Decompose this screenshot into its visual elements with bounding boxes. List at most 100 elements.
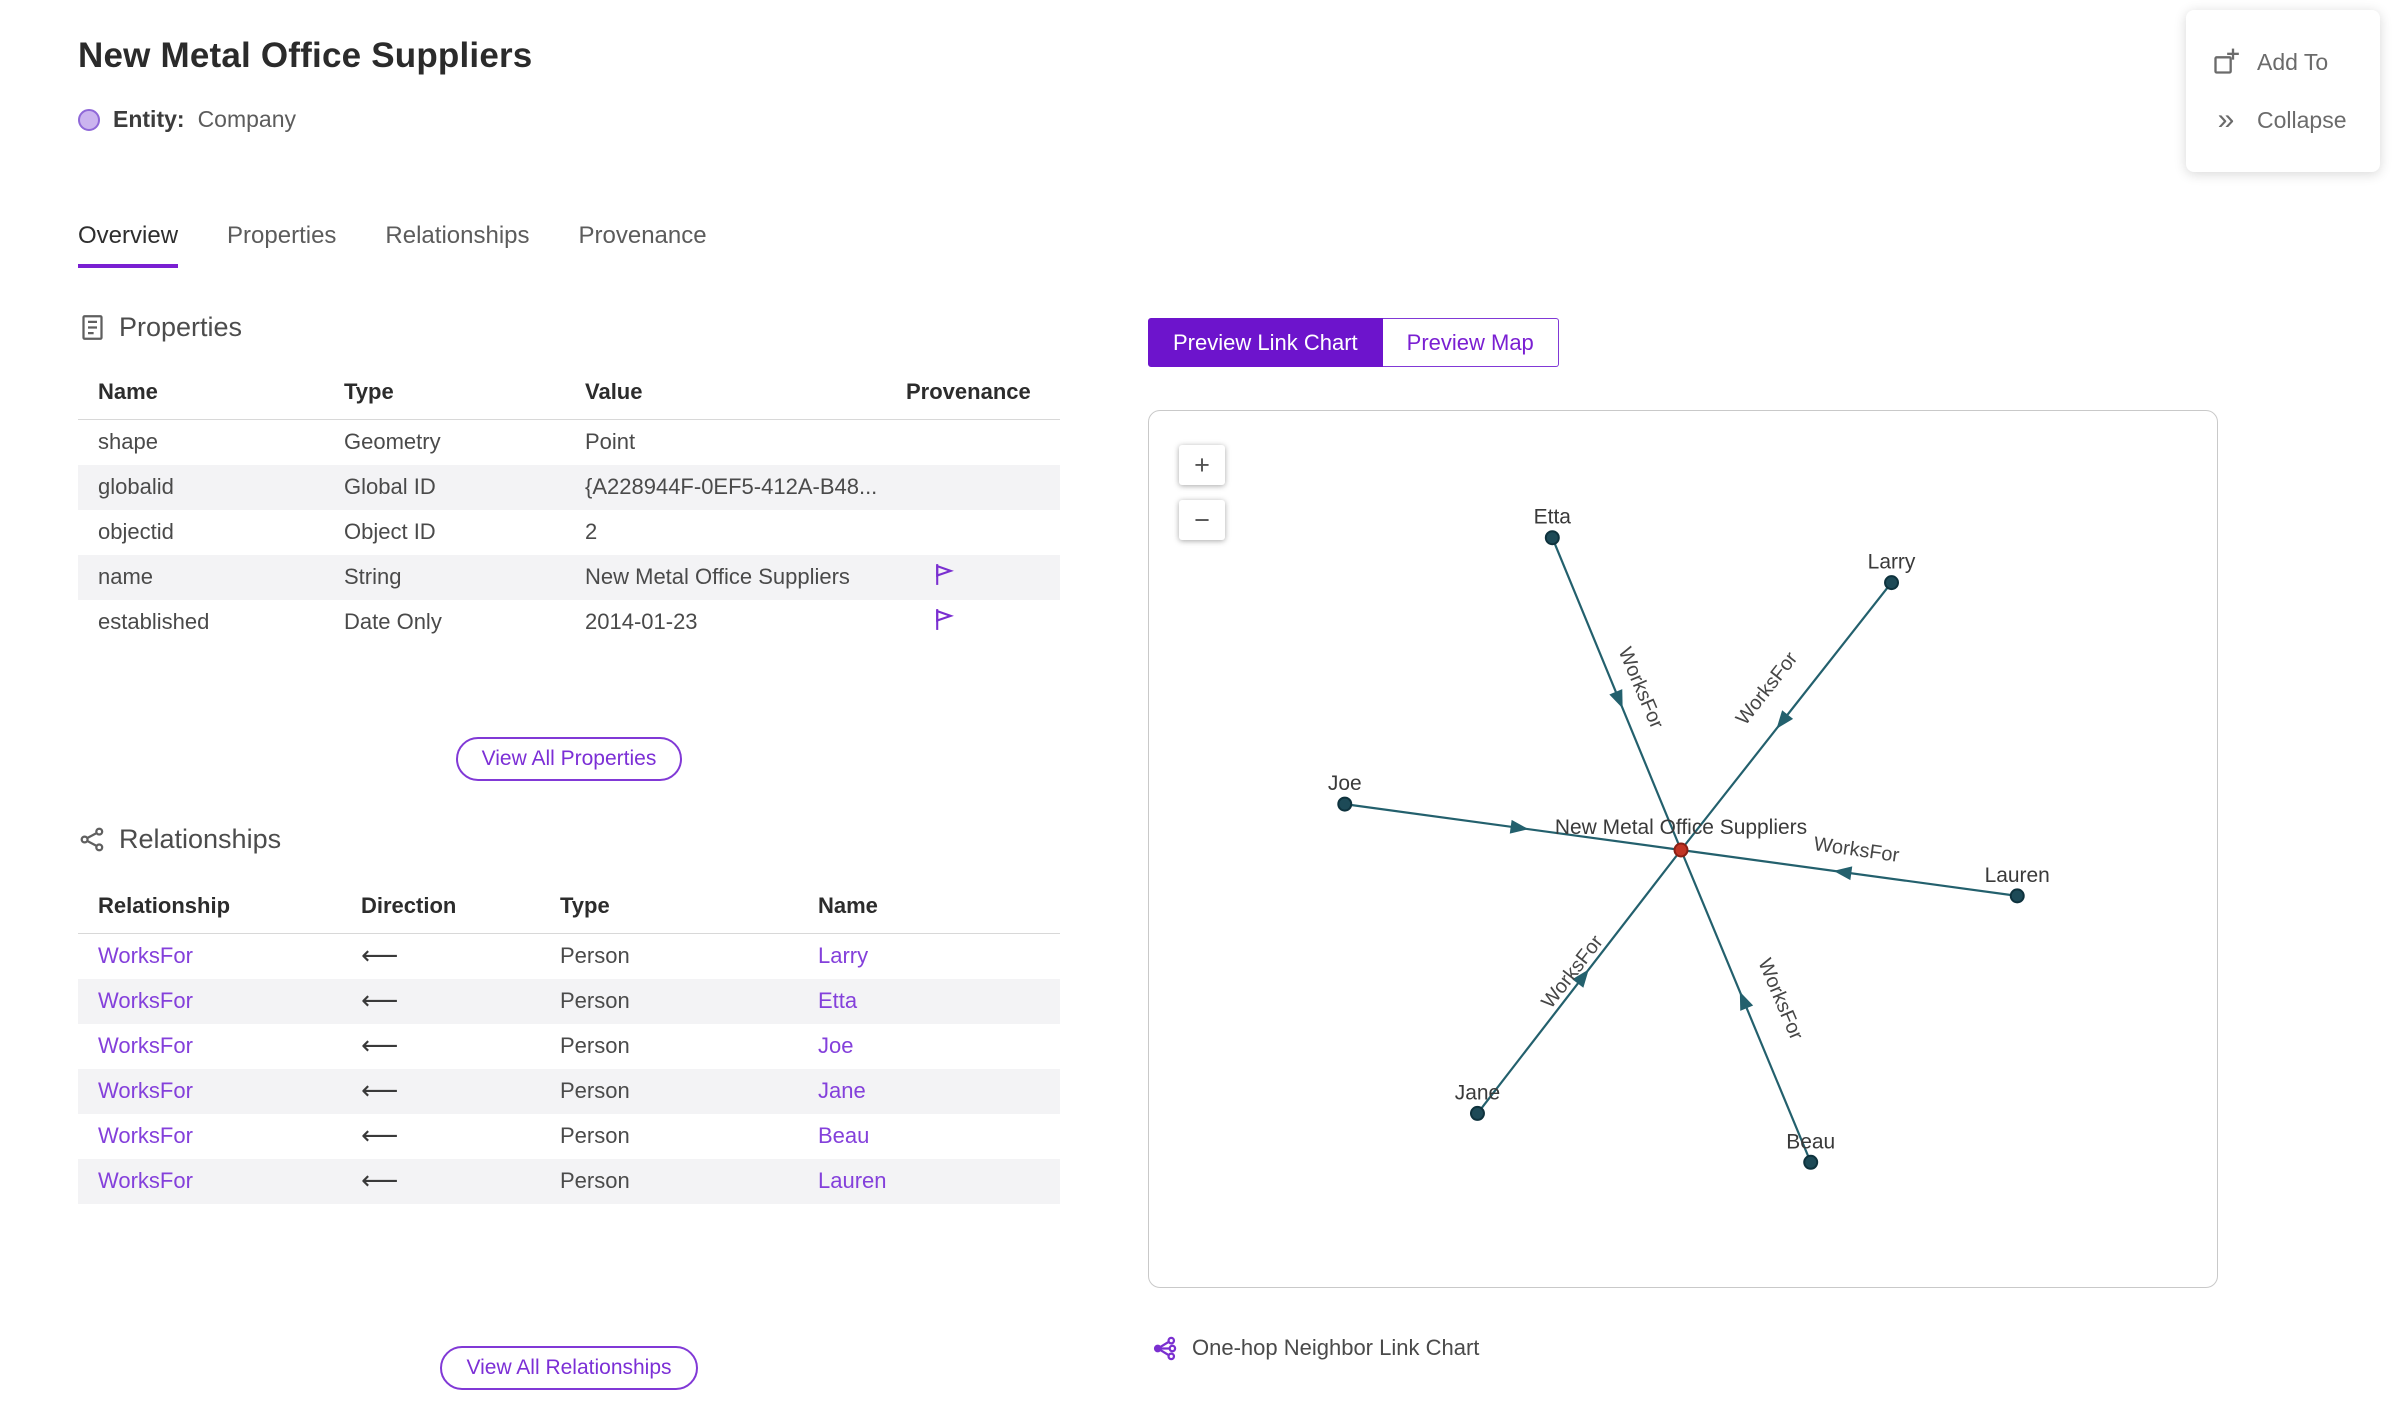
relationships-section-title: Relationships [119, 824, 282, 854]
prop-type: Date Only [344, 609, 442, 634]
prop-provenance [886, 420, 1060, 465]
graph-node[interactable] [1544, 530, 1560, 546]
tab-overview[interactable]: Overview [78, 222, 179, 268]
table-row: shape Geometry Point [78, 420, 1060, 465]
direction-arrow: ⟵ [361, 1121, 399, 1151]
edge-label: WorksFor [1732, 648, 1803, 730]
graph-node[interactable] [1469, 1105, 1485, 1121]
prop-value: {A228944F-0EF5-412A-B48... [585, 474, 878, 499]
graph-node[interactable] [1803, 1154, 1819, 1170]
edge-arrow-icon [1776, 710, 1794, 729]
prop-name: objectid [98, 519, 174, 544]
prop-type: Geometry [344, 429, 441, 455]
prop-name: established [98, 609, 210, 634]
rel-type: Person [560, 1168, 630, 1193]
direction-arrow: ⟵ [361, 941, 399, 972]
table-row: established Date Only 2014-01-23 [78, 600, 1060, 645]
provenance-flag-icon[interactable] [932, 562, 957, 593]
preview-map-button[interactable]: Preview Map [1382, 318, 1559, 367]
relationship-link[interactable]: WorksFor [98, 1168, 193, 1193]
graph-node-label: Etta [1534, 506, 1572, 529]
graph-center-node[interactable] [1673, 842, 1689, 858]
table-row: WorksFor ⟵ Person Joe [78, 1024, 1060, 1069]
tab-properties[interactable]: Properties [227, 222, 337, 249]
prop-type: Object ID [344, 519, 436, 544]
relationships-table: Relationship Direction Type Name WorksFo… [78, 883, 1060, 1204]
relationship-link[interactable]: WorksFor [98, 1078, 193, 1103]
relationship-link[interactable]: WorksFor [98, 988, 193, 1013]
entity-type-row: Entity: Company [78, 106, 296, 133]
prop-provenance [886, 600, 1060, 645]
entity-label: Entity: [113, 106, 185, 132]
tab-provenance[interactable]: Provenance [578, 222, 707, 249]
preview-toggle-group: Preview Link Chart Preview Map [1148, 318, 1559, 367]
table-row: objectid Object ID 2 [78, 510, 1060, 555]
entity-type-value: Company [197, 106, 296, 132]
prop-provenance [886, 510, 1060, 555]
collapse-button[interactable]: » Collapse [2186, 103, 2380, 136]
page-title: New Metal Office Suppliers [78, 36, 533, 75]
properties-header-row: Name Type Value Provenance [78, 369, 1060, 420]
entity-link[interactable]: Etta [818, 988, 858, 1013]
edge-label: WorksFor [1537, 931, 1608, 1013]
table-row: WorksFor ⟵ Person Etta [78, 978, 1060, 1024]
graph-center-node-label: New Metal Office Suppliers [1555, 816, 1807, 839]
zoom-out-button[interactable]: − [1179, 500, 1225, 540]
view-all-properties-button[interactable]: View All Properties [455, 736, 683, 781]
chart-caption: One-hop Neighbor Link Chart [1150, 1334, 1479, 1362]
edge-arrow-icon [1572, 969, 1589, 988]
edge-label: WorksFor [1753, 955, 1807, 1043]
table-row: globalid Global ID {A228944F-0EF5-412A-B… [78, 464, 1060, 510]
double-chevron-right-icon: » [2217, 103, 2235, 136]
direction-arrow: ⟵ [361, 986, 399, 1016]
relationships-section-header: Relationships [78, 824, 1060, 855]
graph-node[interactable] [1884, 575, 1900, 591]
relationship-link[interactable]: WorksFor [98, 1033, 193, 1058]
rel-type: Person [560, 1033, 630, 1058]
add-to-button[interactable]: Add To [2186, 48, 2380, 76]
entity-type-icon [78, 108, 100, 131]
table-row: WorksFor ⟵ Person Jane [78, 1068, 1060, 1114]
entity-link[interactable]: Jane [818, 1078, 866, 1103]
graph-node-label: Joe [1328, 772, 1362, 795]
collapse-label: Collapse [2257, 106, 2347, 133]
col-provenance: Provenance [886, 369, 1060, 420]
graph-node[interactable] [2009, 888, 2025, 904]
prop-type: Global ID [344, 474, 436, 499]
add-to-label: Add To [2257, 48, 2329, 75]
rel-type: Person [560, 1123, 630, 1148]
panel-actions-card: Add To » Collapse [2186, 10, 2380, 172]
direction-arrow: ⟵ [361, 1076, 399, 1106]
prop-name: name [98, 564, 154, 589]
col-name: Name [78, 369, 324, 420]
table-row: WorksFor ⟵ Person Lauren [78, 1158, 1060, 1204]
prop-value: Point [585, 429, 636, 455]
view-all-relationships-button[interactable]: View All Relationships [440, 1345, 698, 1390]
entity-link[interactable]: Lauren [818, 1168, 887, 1193]
table-row: name String New Metal Office Suppliers [78, 554, 1060, 600]
edge-arrow-icon [1509, 819, 1529, 834]
prop-name: globalid [98, 474, 174, 499]
properties-section-title: Properties [119, 312, 243, 342]
tab-relationships[interactable]: Relationships [385, 222, 530, 249]
link-chart-svg[interactable]: WorksFor WorksFor WorksFor WorksFor WorksFor… [1149, 411, 2217, 1287]
graph-node[interactable] [1337, 796, 1353, 812]
relationships-header-row: Relationship Direction Type Name [78, 883, 1060, 934]
graph-node-label: Jane [1455, 1081, 1500, 1104]
prop-type: String [344, 564, 402, 589]
edge-arrow-icon [1609, 689, 1623, 709]
entity-link[interactable]: Joe [818, 1033, 854, 1058]
relationship-link[interactable]: WorksFor [98, 943, 193, 969]
relationship-link[interactable]: WorksFor [98, 1123, 193, 1148]
graph-node-label: Beau [1786, 1130, 1835, 1153]
prop-provenance [886, 555, 1060, 600]
chart-caption-label: One-hop Neighbor Link Chart [1192, 1335, 1480, 1360]
entity-link[interactable]: Larry [818, 943, 869, 969]
entity-link[interactable]: Beau [818, 1123, 870, 1148]
zoom-in-button[interactable]: + [1179, 445, 1225, 485]
link-chart-panel: + − WorksFor WorksFor WorksFor WorksFor Work… [1148, 410, 2218, 1288]
col-relationship: Relationship [78, 883, 341, 934]
provenance-flag-icon[interactable] [932, 607, 957, 638]
add-to-icon [2212, 48, 2240, 76]
preview-link-chart-button[interactable]: Preview Link Chart [1148, 318, 1383, 367]
